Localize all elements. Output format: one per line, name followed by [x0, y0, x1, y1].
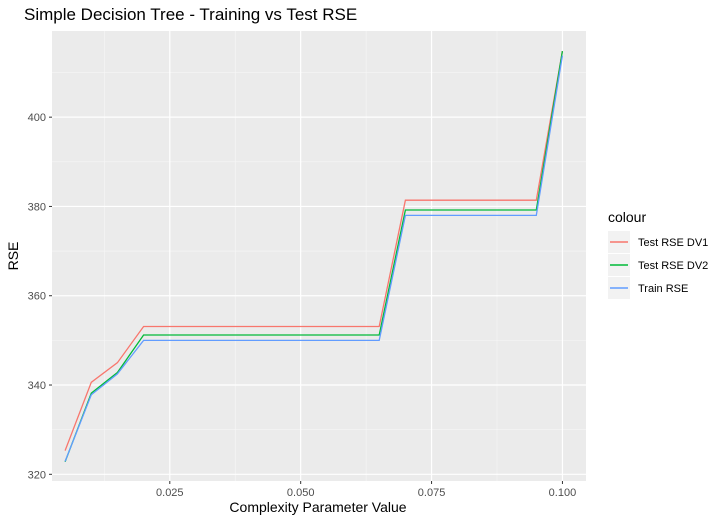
x-tick-label: 0.025 — [156, 487, 184, 499]
legend-item-test-rse-dv1: Test RSE DV1 — [608, 231, 708, 253]
legend-item-train-rse: Train RSE — [608, 277, 688, 299]
series-line-train-rse — [64, 55, 564, 462]
y-axis-title: RSE — [5, 242, 21, 271]
x-axis: 0.025 0.050 0.075 0.100 — [156, 481, 576, 499]
series-line-test-rse-dv2 — [64, 50, 564, 463]
legend-label: Test RSE DV2 — [638, 260, 708, 272]
legend: colour Test RSE DV1 Test RSE DV2 Train RSE — [608, 209, 708, 299]
x-tick-label: 0.100 — [549, 487, 577, 499]
y-tick-label: 400 — [28, 112, 46, 124]
chart-title: Simple Decision Tree - Training vs Test … — [24, 5, 357, 24]
series-lines — [64, 50, 564, 463]
x-tick-label: 0.050 — [287, 487, 315, 499]
y-tick-label: 360 — [28, 291, 46, 303]
major-gridlines — [52, 31, 586, 481]
series-line-test-rse-dv1 — [64, 50, 564, 451]
plot-panel — [52, 31, 586, 481]
legend-item-test-rse-dv2: Test RSE DV2 — [608, 254, 708, 276]
y-tick-label: 340 — [28, 380, 46, 392]
y-axis: 320 340 360 380 400 — [28, 112, 52, 481]
legend-title: colour — [608, 209, 646, 225]
legend-label: Test RSE DV1 — [638, 237, 708, 249]
minor-gridlines — [52, 31, 586, 481]
legend-items: Test RSE DV1 Test RSE DV2 Train RSE — [608, 231, 708, 299]
y-tick-label: 380 — [28, 201, 46, 213]
legend-label: Train RSE — [638, 283, 688, 295]
x-tick-label: 0.075 — [418, 487, 446, 499]
y-tick-label: 320 — [28, 469, 46, 481]
x-axis-title: Complexity Parameter Value — [229, 499, 406, 515]
